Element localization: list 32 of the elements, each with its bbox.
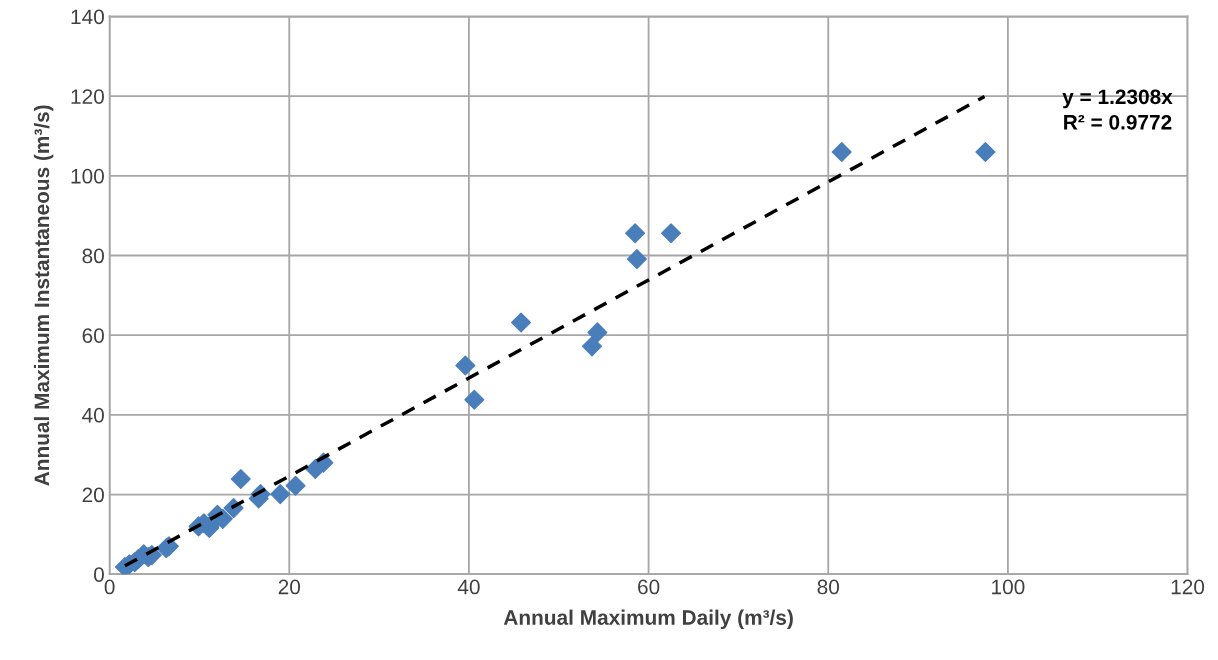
y-tick-label: 120 — [71, 89, 104, 104]
annotation: R² = 0.9772 — [1064, 114, 1172, 130]
point — [587, 322, 608, 343]
x-tick-label: 0 — [104, 579, 115, 595]
x-tick-label: 40 — [457, 579, 480, 595]
y-tick-label: 0 — [93, 567, 104, 582]
y-tick-label: 40 — [82, 407, 104, 423]
annotation: y = 1.2308x — [1062, 89, 1173, 109]
x-tick-label: 120 — [1171, 579, 1205, 595]
x-tick-label: 60 — [638, 579, 660, 595]
y-tick-label: 60 — [82, 328, 104, 343]
point — [626, 249, 647, 270]
y-tick-label: 80 — [82, 248, 104, 264]
point — [285, 475, 306, 496]
y-axis-title: Annual Maximum Instantaneous (m³/s) — [33, 105, 54, 486]
point — [975, 141, 996, 162]
point — [455, 355, 476, 376]
x-axis-title: Annual Maximum Daily (m³/s) — [503, 609, 793, 630]
x-tick-label: 80 — [817, 579, 840, 595]
point — [464, 389, 485, 410]
point — [581, 336, 603, 357]
point — [831, 141, 852, 162]
point — [230, 468, 251, 490]
point — [661, 223, 682, 244]
y-tick-label: 20 — [82, 487, 104, 503]
point — [511, 312, 532, 333]
y-tick-label: 140 — [71, 9, 104, 25]
y-tick-label: 100 — [71, 168, 104, 184]
x-tick-label: 100 — [992, 579, 1025, 595]
point — [625, 223, 646, 244]
x-tick-label: 20 — [278, 579, 301, 595]
point — [270, 484, 291, 505]
